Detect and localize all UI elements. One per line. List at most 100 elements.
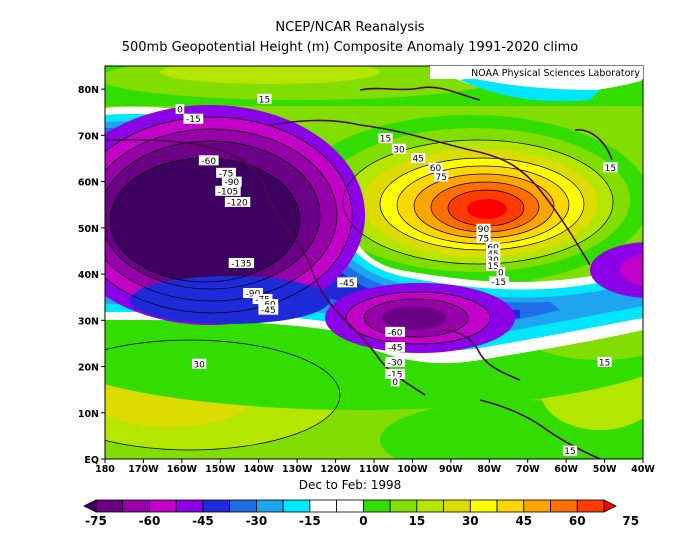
contour-label: 15 [599,358,610,368]
contour-label-bg [486,248,501,259]
contour-label: 15 [380,135,391,145]
contour-label-bg [476,232,491,243]
colorbar-swatch [496,499,525,513]
lat-label: 20N [78,363,99,374]
contour-labels: 0-1515-60-75-90-105-120-135-90-75-60-451… [175,93,618,457]
contour-label-bg [603,162,618,173]
lat-label: 10N [78,409,99,420]
contour-label: 45 [412,155,423,165]
contour-label-bg [258,299,279,310]
contour-label: -45 [388,344,403,354]
contour-label-bg [411,153,426,164]
lat-label: 70N [78,131,99,142]
contour-label: 0 [392,378,398,388]
lat-label: 40N [78,270,99,281]
contour-label-bg [428,162,443,173]
contour-label-bg [257,93,272,104]
contour-label: 75 [478,234,489,244]
contour-label-bg [486,241,501,252]
lon-label: 100W [397,464,428,475]
subtitle: Dec to Feb: 1998 [298,478,402,492]
contour-label-bg [192,358,207,369]
contour-label-bg [496,267,506,278]
title-line-1: NCEP/NCAR Reanalysis [275,20,425,35]
contour-label: -15 [492,278,507,288]
colorbar-swatch [202,499,231,513]
contour-label-bg [183,113,204,124]
lat-label: 60N [78,178,99,189]
coastline [105,86,613,459]
contour-label-bg [378,133,393,144]
contour-label-bg [243,288,263,299]
colorbar-min-arrow [83,499,97,513]
colorbar-label: 60 [569,514,586,528]
contour-label: -60 [388,328,403,338]
lat-label: 50N [78,224,99,235]
contour-label: 15 [605,164,616,174]
colorbar-label: 30 [462,514,479,528]
lon-label: 180 [95,464,115,475]
lon-label: 120W [320,464,351,475]
colorbar-swatch [149,499,177,513]
contour-label: -15 [388,370,403,380]
contour-label: -45 [261,306,276,316]
latitude-axis: 80N 70N 60N 50N 40N 30N 20N 10N EQ [78,85,105,466]
contour-label-bg [390,376,400,387]
contour-label: -90 [224,178,239,188]
colorbar-label: 0 [359,514,367,528]
contour-label-bg [385,342,406,353]
colorbar-label: 75 [622,514,639,528]
contour-label: 90 [478,225,490,235]
contour-label-bg [216,167,236,178]
contour-label: -135 [231,259,251,269]
contour-lines [105,116,614,451]
contour-label-bg [385,356,406,367]
lat-label: EQ [84,455,99,466]
lon-label: 150W [205,464,236,475]
colorbar-swatch [576,499,605,513]
colorbar-swatch [122,499,150,513]
lon-label: 60W [554,464,578,475]
colorbar-swatch [336,499,364,513]
colorbar-label: -75 [85,514,107,528]
contour-label: -15 [186,115,201,125]
lon-label: 140W [244,464,275,475]
contour-label-bg [215,185,241,196]
contour-label-bg [597,356,612,367]
title-line-2: 500mb Geopotential Height (m) Composite … [121,40,579,55]
lon-label: 90W [439,464,463,475]
colorbar-max-arrow [603,499,617,513]
credit-text: NOAA Physical Sciences Laboratory [471,68,640,79]
colorbar-swatch [95,499,124,513]
contour-label: 15 [564,447,575,457]
colorbar-swatch [443,499,471,513]
lat-label: 80N [78,85,99,96]
anomaly-field [105,66,643,459]
contour-label-bg [337,277,357,288]
lon-label: 130W [282,464,313,475]
contour-label: 15 [259,95,270,105]
lon-label: 170W [128,464,159,475]
contour-label-bg [488,276,509,287]
credit-box [430,66,643,79]
colorbar-swatch [175,499,204,513]
lon-label: 160W [167,464,198,475]
contour-label: -60 [201,157,216,167]
lat-label: 30N [78,316,99,327]
contour-label: -75 [219,169,234,179]
contour-label: 15 [487,262,498,272]
colorbar-label: -15 [299,514,321,528]
colorbar: -75 -60 -45 -30 -15 0 15 30 45 60 75 [83,499,639,528]
contour-label-bg [562,445,578,456]
longitude-axis: 180 170W 160W 150W 140W 130W 120W 110W 100W 90W 80… [95,459,655,475]
contour-label-bg [228,257,255,268]
contour-label: 0 [498,269,504,279]
contour-label-bg [385,326,406,337]
contour-label-bg [434,171,449,182]
contour-label-bg [221,176,242,187]
colorbar-swatch [469,499,498,513]
contour-label-bg [476,223,491,234]
contour-label: -45 [340,279,355,289]
contour-label-bg [391,143,407,154]
